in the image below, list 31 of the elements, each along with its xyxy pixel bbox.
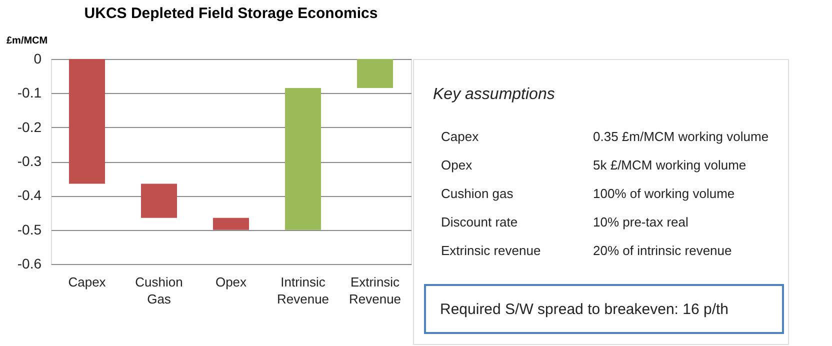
text: Opex bbox=[441, 158, 473, 172]
text: 100% of working volume bbox=[593, 186, 735, 201]
y-axis-title: £m/MCM bbox=[6, 36, 48, 46]
text: Capex bbox=[441, 129, 480, 144]
text: 0.35 £m/MCM working volume bbox=[593, 129, 769, 144]
y-tick-label: -0.4 bbox=[17, 187, 42, 204]
chart-title: UKCS Depleted Field Storage Economics bbox=[84, 5, 378, 22]
bar bbox=[285, 88, 321, 230]
y-tick-label: 0 bbox=[34, 50, 42, 66]
text: Cushion gas bbox=[441, 186, 514, 201]
y-tick-label: -0.2 bbox=[17, 118, 42, 135]
y-tick-label: -0.6 bbox=[17, 256, 42, 272]
y-tick-label: -0.1 bbox=[17, 84, 42, 101]
x-tick-label: Capex bbox=[68, 274, 106, 290]
text: 5k £/MCM working volume bbox=[593, 158, 746, 172]
y-tick-label: -0.5 bbox=[17, 221, 42, 238]
x-tick-label: Opex bbox=[215, 274, 248, 290]
y-tick-label: -0.3 bbox=[17, 153, 42, 169]
x-tick-label: Extrinsic Revenue bbox=[348, 274, 402, 306]
x-tick-label: Intrinsic Revenue bbox=[276, 274, 330, 306]
text: Extrinsic revenue bbox=[441, 243, 541, 258]
bar bbox=[213, 218, 249, 230]
bar bbox=[141, 184, 177, 218]
text: Key assumptions bbox=[433, 86, 555, 103]
text: 10% pre-tax real bbox=[593, 214, 688, 230]
text: Discount rate bbox=[441, 214, 518, 230]
bar bbox=[69, 59, 105, 184]
x-tick-label: Cushion Gas bbox=[135, 274, 183, 306]
text: 20% of intrinsic revenue bbox=[593, 243, 732, 258]
bar bbox=[357, 59, 393, 88]
text: Required S/W spread to breakeven: 16 p/th bbox=[440, 301, 729, 318]
